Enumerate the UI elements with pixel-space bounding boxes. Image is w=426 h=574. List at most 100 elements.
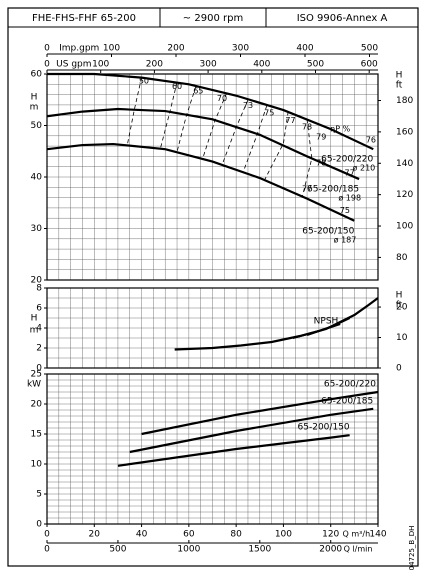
- y-tick-label: 60: [31, 70, 43, 80]
- y-tick-label: 40: [31, 173, 43, 183]
- y2-tick-label: 100: [396, 222, 413, 232]
- top-tick-label: 600: [361, 60, 378, 70]
- efficiency-label: 70: [217, 94, 227, 103]
- y-axis-unit: m: [30, 103, 39, 113]
- series-diameter: ø 210: [353, 164, 376, 173]
- series-label: 65-200/185: [321, 396, 373, 406]
- top-tick-label: 0: [44, 44, 50, 54]
- y-tick-label: 10: [31, 460, 43, 470]
- y2-tick-label: 10: [396, 333, 408, 343]
- x2-tick-label: 500: [109, 545, 126, 555]
- efficiency-label: 79: [316, 132, 326, 141]
- y2-axis-unit: ft: [396, 301, 403, 311]
- x-tick-label: 140: [369, 530, 386, 540]
- series-label: 65-200/185: [307, 185, 359, 195]
- y-tick-label: 2: [36, 344, 42, 354]
- top-tick-label: 100: [92, 60, 109, 70]
- x-tick-label: 80: [230, 530, 242, 540]
- efficiency-label: 75: [340, 206, 350, 215]
- y2-axis-label: H: [396, 291, 403, 301]
- x-tick-label: 20: [89, 530, 101, 540]
- y-tick-label: 6: [36, 304, 42, 314]
- series-line: [306, 317, 351, 337]
- series-diameter: ø 198: [338, 194, 361, 203]
- y-tick-label: 0: [36, 520, 42, 530]
- series-label: 65-200/220: [321, 155, 373, 165]
- series-line: [141, 390, 379, 436]
- efficiency-label: 60: [172, 82, 182, 91]
- x-axis-label: Q m³/h: [343, 530, 371, 539]
- y2-tick-label: 140: [396, 159, 413, 169]
- top-tick-label: 500: [307, 60, 324, 70]
- series-label: 65-200/220: [324, 380, 376, 390]
- x-tick-label: 0: [44, 530, 50, 540]
- efficiency-label: 77: [285, 116, 295, 125]
- efficiency-contour: [176, 86, 197, 152]
- y-tick-label: 50: [31, 121, 43, 131]
- x2-tick-label: 1500: [248, 545, 271, 555]
- x-tick-label: 40: [136, 530, 148, 540]
- top-tick-label: 300: [232, 44, 249, 54]
- top-tick-label: 200: [167, 44, 184, 54]
- series-label: NPSH: [314, 317, 339, 327]
- top-tick-label: 0: [44, 60, 50, 70]
- x2-tick-label: 0: [44, 545, 50, 555]
- series-line: [46, 107, 360, 181]
- efficiency-label: ηP %: [330, 125, 350, 134]
- y2-tick-label: 160: [396, 127, 413, 137]
- header-model: FHE-FHS-FHF 65-200: [32, 13, 136, 24]
- y-axis-label: H: [31, 93, 38, 103]
- y2-axis-label: H: [396, 71, 403, 81]
- efficiency-label: 73: [243, 101, 253, 110]
- top-tick-label: 400: [253, 60, 270, 70]
- efficiency-contour: [264, 111, 289, 181]
- efficiency-label: 76: [366, 135, 376, 144]
- y-tick-label: 25: [31, 370, 42, 380]
- series-line: [117, 434, 350, 467]
- series-line: [46, 142, 355, 222]
- y-tick-label: 5: [36, 490, 42, 500]
- y2-tick-label: 180: [396, 96, 413, 106]
- top-axis-label: US gpm: [56, 60, 91, 70]
- efficiency-label: 75: [264, 109, 274, 118]
- series-line: [129, 407, 374, 454]
- series-line: [174, 297, 379, 351]
- y-tick-label: 0: [36, 364, 42, 374]
- x-tick-label: 60: [183, 530, 195, 540]
- y2-tick-label: 120: [396, 190, 413, 200]
- y-tick-label: 4: [36, 324, 42, 334]
- top-axis-label: Imp.gpm: [59, 44, 99, 54]
- y-axis-label: H: [31, 314, 38, 324]
- outer-frame: [7, 7, 419, 567]
- series-line: [47, 72, 374, 151]
- top-tick-label: 100: [103, 44, 120, 54]
- x2-tick-label: 1000: [177, 545, 200, 555]
- header-standard: ISO 9906-Annex A: [297, 13, 388, 24]
- series-label: 65-200/150: [298, 423, 350, 433]
- plot-frame: [46, 373, 379, 525]
- y-tick-label: 20: [31, 276, 43, 286]
- efficiency-contour: [301, 119, 313, 197]
- top-tick-label: 300: [200, 60, 217, 70]
- x-tick-label: 120: [322, 530, 339, 540]
- efficiency-label: 78: [316, 159, 326, 168]
- efficiency-label: 78: [302, 123, 312, 132]
- efficiency-contour: [126, 77, 142, 145]
- top-tick-label: 500: [361, 44, 378, 54]
- series-label: 65-200/150: [302, 226, 354, 236]
- drawing-code: 04725_B_DH: [408, 526, 416, 571]
- x2-axis-label: Q l/min: [344, 545, 373, 554]
- y-axis-label: kW: [27, 380, 41, 390]
- top-tick-label: 200: [146, 60, 163, 70]
- y2-tick-label: 80: [396, 253, 408, 263]
- efficiency-label: 50: [139, 77, 149, 86]
- header-speed: ~ 2900 rpm: [183, 13, 243, 24]
- y2-tick-label: 0: [396, 364, 402, 374]
- y-tick-label: 20: [31, 400, 43, 410]
- efficiency-label: 65: [193, 86, 203, 95]
- y-tick-label: 15: [31, 430, 42, 440]
- efficiency-label: 77: [345, 168, 355, 177]
- y-tick-label: 30: [31, 224, 43, 234]
